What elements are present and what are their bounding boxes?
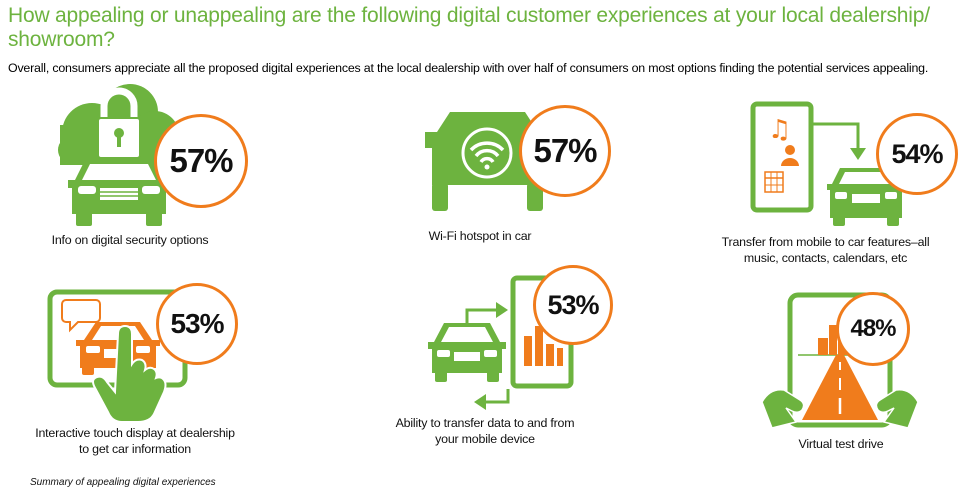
percent-circle: 57% bbox=[519, 105, 611, 197]
item-label: Interactive touch display at dealership … bbox=[35, 426, 235, 456]
percent-circle: 53% bbox=[156, 283, 238, 365]
footnote: Summary of appealing digital experiences bbox=[30, 477, 216, 488]
item-label: Ability to transfer data to and from you… bbox=[395, 416, 575, 446]
svg-text:♫: ♫ bbox=[768, 115, 791, 145]
percent-circle: 57% bbox=[154, 114, 248, 208]
item-label: Virtual test drive bbox=[798, 437, 884, 451]
percent-circle: 53% bbox=[533, 265, 613, 345]
page-title: How appealing or unappealing are the fol… bbox=[8, 4, 930, 51]
item-label: Transfer from mobile to car features–all… bbox=[721, 235, 930, 265]
percent-circle: 54% bbox=[876, 113, 958, 195]
percent-circle: 48% bbox=[836, 292, 910, 366]
item-label: Wi-Fi hotspot in car bbox=[428, 229, 532, 243]
item-label: Info on digital security options bbox=[51, 233, 209, 247]
page-subtitle: Overall, consumers appreciate all the pr… bbox=[8, 61, 929, 75]
